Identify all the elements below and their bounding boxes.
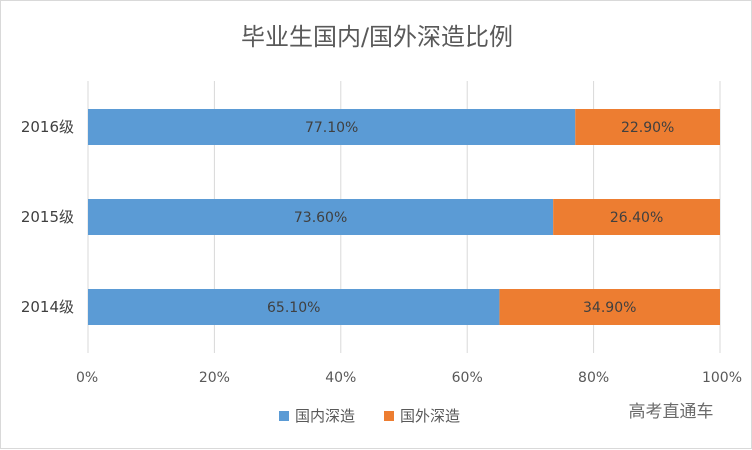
category-label: 2014级: [21, 298, 74, 316]
data-label: 26.40%: [610, 210, 663, 226]
category-label: 2015级: [21, 208, 74, 226]
data-labels: 77.10% 22.90% 73.60% 26.40% 65.10% 34.90%: [267, 120, 674, 316]
legend-label: 国外深造: [400, 407, 460, 425]
x-tick-labels: 0% 20% 40% 60% 80% 100%: [76, 370, 742, 386]
x-tick-label: 60%: [452, 370, 483, 386]
category-labels: 2016级 2015级 2014级: [21, 118, 74, 316]
bar-overseas: [553, 199, 720, 235]
bars: [88, 109, 720, 325]
watermark-text: 高考直通车: [629, 402, 714, 422]
x-tick-label: 40%: [325, 370, 356, 386]
legend: 国内深造 国外深造: [279, 407, 460, 425]
x-tick-label: 0%: [76, 370, 98, 386]
x-tick-label: 80%: [578, 370, 609, 386]
bar-overseas: [499, 289, 720, 325]
bar-domestic: [88, 199, 554, 235]
data-label: 73.60%: [294, 210, 347, 226]
data-label: 65.10%: [267, 300, 320, 316]
data-label: 22.90%: [621, 120, 674, 136]
legend-swatch: [384, 411, 394, 421]
category-label: 2016级: [21, 118, 74, 136]
bar-domestic: [88, 109, 576, 145]
bar-domestic: [88, 289, 500, 325]
legend-label: 国内深造: [295, 407, 355, 425]
data-label: 77.10%: [305, 120, 358, 136]
x-tick-label: 100%: [702, 370, 742, 386]
x-tick-label: 20%: [199, 370, 230, 386]
bar-overseas: [575, 109, 720, 145]
data-label: 34.90%: [583, 300, 636, 316]
legend-swatch: [279, 411, 289, 421]
chart-title: 毕业生国内/国外深造比例: [241, 23, 513, 51]
